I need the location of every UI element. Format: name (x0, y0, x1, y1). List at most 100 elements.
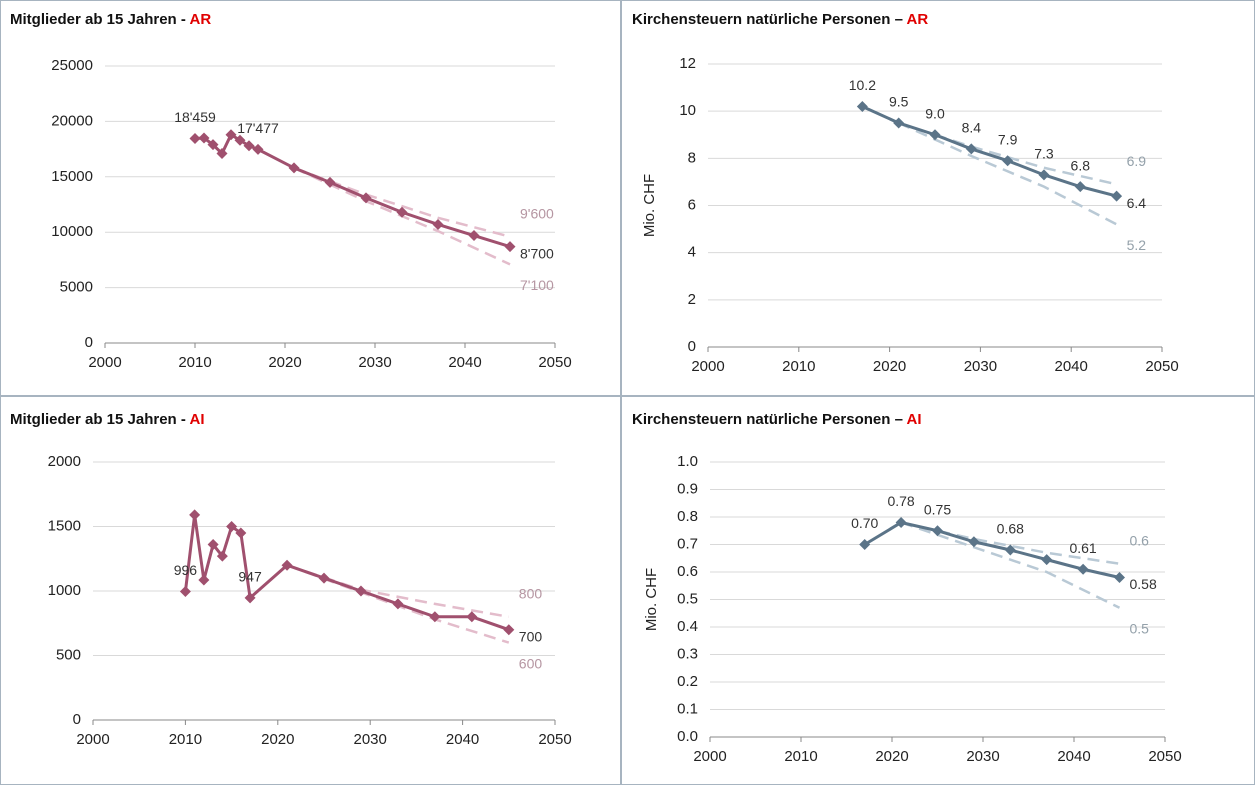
data-label: 7'100 (520, 277, 554, 293)
y-tick-label: 25000 (51, 57, 93, 74)
x-tick-label: 2000 (693, 748, 726, 765)
marker (216, 148, 228, 160)
y-tick-label: 0 (85, 334, 93, 351)
y-tick-label: 1500 (48, 517, 81, 534)
marker (895, 517, 907, 528)
marker (1074, 181, 1086, 193)
data-label: 7.3 (1034, 146, 1054, 162)
marker (893, 117, 905, 129)
marker (225, 129, 237, 141)
marker (189, 132, 201, 144)
marker (318, 572, 330, 584)
marker (281, 559, 293, 571)
y-tick-label: 0.3 (677, 645, 698, 662)
chart-panel: Mitglieder ab 15 Jahren - AR 0 5000 10000 15… (10, 11, 572, 371)
title-region: AR (190, 11, 212, 28)
x-tick-label: 2030 (354, 731, 387, 748)
title-text: Mitglieder ab 15 Jahren - (10, 411, 186, 428)
marker (432, 218, 444, 230)
marker (355, 585, 367, 597)
marker (207, 139, 219, 151)
y-tick-label: 0.8 (677, 508, 698, 525)
y-tick-label: 1.0 (677, 453, 698, 470)
marker (243, 140, 255, 152)
x-tick-label: 2010 (178, 354, 211, 371)
x-tick-label: 2030 (358, 354, 391, 371)
marker (216, 550, 228, 562)
x-tick-label: 2050 (538, 731, 571, 748)
x-tick-label: 2050 (1145, 358, 1178, 375)
x-tick-label: 2040 (448, 354, 481, 371)
data-label: 700 (519, 628, 543, 644)
marker (965, 143, 977, 155)
y-tick-label: 10 (679, 102, 696, 119)
data-label: 996 (174, 562, 198, 578)
x-tick-label: 2030 (966, 748, 999, 765)
data-label: 18'459 (174, 109, 216, 125)
marker (503, 624, 515, 636)
marker (198, 574, 210, 586)
data-label: 7.9 (998, 131, 1018, 147)
data-label: 0.58 (1130, 576, 1157, 592)
marker (198, 132, 210, 144)
data-label: 0.75 (924, 501, 951, 517)
y-tick-label: 8 (688, 149, 696, 166)
marker (468, 230, 480, 242)
data-label: 17'477 (237, 120, 279, 136)
y-axis-label: Mio. CHF (641, 174, 658, 237)
marker (929, 129, 941, 141)
marker (1114, 572, 1125, 583)
x-tick-label: 2000 (88, 354, 121, 371)
title-region: AI (190, 411, 205, 428)
data-label: 947 (238, 569, 262, 585)
marker (466, 611, 478, 623)
marker (1002, 155, 1014, 167)
series-line (861, 105, 1117, 198)
marker (1038, 169, 1050, 181)
marker (856, 100, 868, 112)
chart-panel: Kirchensteuern natürliche Personen – AI M… (632, 411, 1182, 765)
x-tick-label: 2000 (691, 358, 724, 375)
y-tick-label: 0 (688, 338, 696, 355)
x-tick-label: 2020 (873, 358, 906, 375)
marker (1004, 544, 1016, 556)
data-label: 9'600 (520, 205, 554, 221)
marker (968, 536, 980, 548)
x-tick-label: 2040 (1055, 358, 1088, 375)
y-tick-label: 0.2 (677, 673, 698, 690)
marker (234, 134, 246, 146)
marker (252, 143, 264, 155)
title-text: Mitglieder ab 15 Jahren - (10, 11, 186, 28)
y-tick-label: 2000 (48, 453, 81, 470)
x-tick-label: 2040 (446, 731, 479, 748)
marker (244, 592, 256, 604)
y-tick-label: 0.1 (677, 700, 698, 717)
y-tick-label: 20000 (51, 112, 93, 129)
data-label: 5.2 (1127, 237, 1147, 253)
x-tick-label: 2000 (76, 731, 109, 748)
marker (396, 206, 408, 218)
data-label: 0.78 (887, 493, 914, 509)
data-label: 0.68 (997, 521, 1024, 537)
chart-title: Mitglieder ab 15 Jahren - AI (10, 411, 205, 428)
data-label: 0.6 (1130, 532, 1150, 548)
title-region: AI (907, 411, 922, 428)
y-tick-label: 0.6 (677, 563, 698, 580)
data-label: 8.4 (962, 120, 982, 136)
y-tick-label: 0.9 (677, 480, 698, 497)
y-tick-label: 15000 (51, 168, 93, 185)
title-text: Kirchensteuern natürliche Personen – (632, 11, 903, 28)
marker (179, 586, 191, 598)
y-tick-label: 2 (688, 291, 696, 308)
marker (1111, 190, 1123, 202)
chart-title: Mitglieder ab 15 Jahren - AR (10, 11, 211, 28)
x-tick-label: 2010 (784, 748, 817, 765)
data-label: 0.61 (1069, 540, 1096, 556)
x-tick-label: 2020 (268, 354, 301, 371)
data-label: 9.0 (925, 105, 945, 121)
chart-panel: Mitglieder ab 15 Jahren - AI 0 500 1000 1500… (10, 411, 572, 748)
data-label: 0.70 (851, 515, 878, 531)
data-label: 9.5 (889, 94, 909, 110)
